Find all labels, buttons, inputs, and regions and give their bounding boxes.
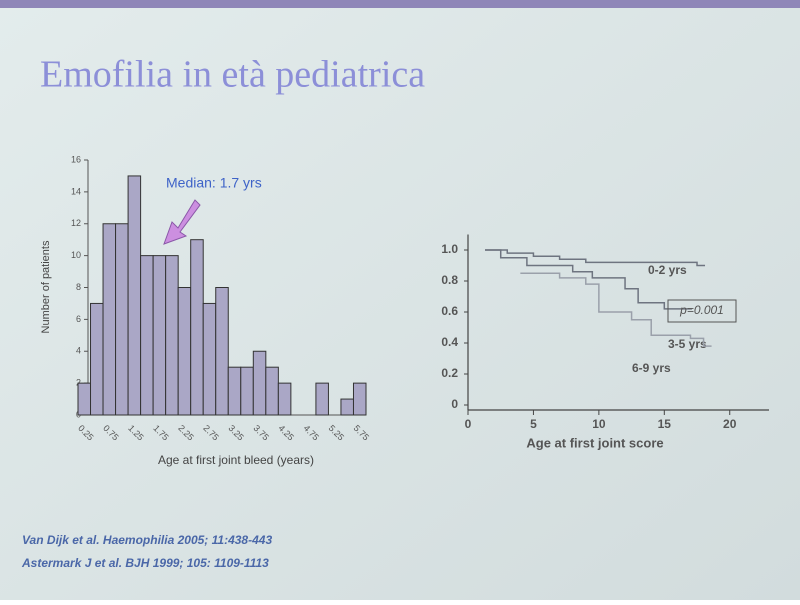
y-tick-label: 14 bbox=[71, 186, 81, 196]
bar bbox=[352, 382, 367, 416]
bar bbox=[277, 382, 292, 416]
x-axis-label: Age at first joint score bbox=[526, 435, 663, 450]
bar bbox=[102, 223, 117, 416]
bar bbox=[340, 398, 354, 416]
bar bbox=[227, 366, 242, 416]
km-line bbox=[485, 249, 692, 310]
y-tick-label: 8 bbox=[76, 282, 81, 292]
y-tick-label: 16 bbox=[71, 154, 81, 164]
slide-title: Emofilia in età pediatrica bbox=[40, 54, 425, 96]
y-tick-label: 0 bbox=[451, 397, 458, 411]
median-arrow bbox=[163, 199, 201, 245]
y-tick-label: 0.6 bbox=[441, 304, 458, 318]
x-tick-label: 10 bbox=[592, 417, 606, 431]
bar bbox=[152, 255, 167, 416]
y-tick-label: 6 bbox=[76, 314, 81, 324]
y-tick-label: 0.2 bbox=[441, 366, 458, 380]
annotation: p=0.001 bbox=[679, 303, 724, 317]
y-tick-label: 10 bbox=[71, 250, 81, 260]
bar bbox=[115, 223, 129, 416]
y-axis-label: Number of patients bbox=[40, 240, 52, 333]
bar bbox=[140, 255, 154, 416]
y-tick-label: 4 bbox=[76, 346, 81, 356]
annotation: Median: 1.7 yrs bbox=[166, 175, 262, 191]
bar bbox=[240, 366, 254, 416]
bar bbox=[90, 302, 104, 416]
bar bbox=[252, 350, 267, 416]
km-line bbox=[485, 249, 706, 267]
y-tick-label: 2 bbox=[76, 378, 81, 388]
bar bbox=[127, 175, 142, 416]
bar bbox=[177, 287, 192, 416]
x-tick-label: 20 bbox=[723, 417, 737, 431]
bar bbox=[165, 255, 179, 416]
reference: Astermark J et al. BJH 1999; 105: 1109-1… bbox=[21, 556, 269, 570]
series-label: 3-5 yrs bbox=[668, 337, 707, 351]
top-strip bbox=[0, 0, 800, 8]
x-tick-label: 5 bbox=[530, 417, 537, 431]
x-axis-label: Age at first joint bleed (years) bbox=[158, 453, 314, 467]
y-tick-label: 0.4 bbox=[441, 335, 458, 349]
bar bbox=[215, 287, 229, 416]
y-tick-label: 12 bbox=[71, 218, 81, 228]
y-tick-label: 1.0 bbox=[441, 242, 458, 256]
bar bbox=[202, 302, 217, 416]
y-tick-label: 0.8 bbox=[441, 273, 458, 287]
annotation-box bbox=[667, 299, 737, 323]
series-label: 0-2 yrs bbox=[648, 263, 687, 277]
bar bbox=[77, 382, 92, 416]
x-tick-label: 0 bbox=[465, 417, 472, 431]
bar bbox=[190, 239, 204, 416]
series-label: 6-9 yrs bbox=[632, 361, 671, 375]
reference: Van Dijk et al. Haemophilia 2005; 11:438… bbox=[22, 533, 272, 547]
bar bbox=[315, 382, 329, 416]
bar bbox=[265, 366, 279, 416]
km-line bbox=[520, 272, 712, 347]
x-tick-label: 15 bbox=[658, 417, 672, 431]
